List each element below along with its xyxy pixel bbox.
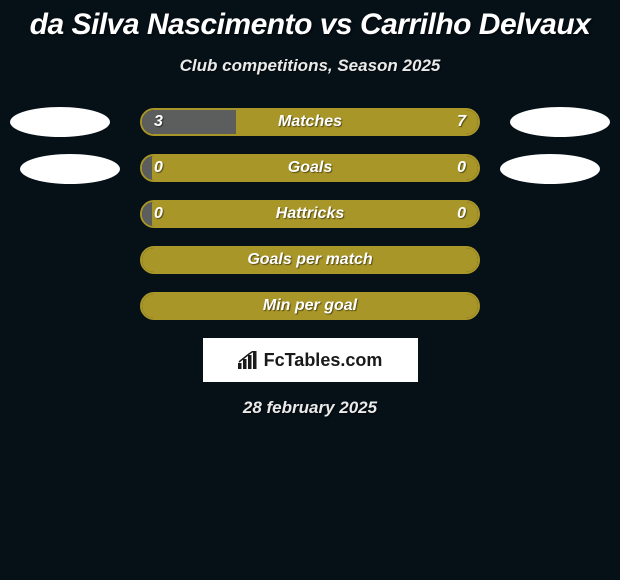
stat-left-value: 0 (154, 159, 163, 177)
brand-text: FcTables.com (264, 350, 383, 371)
bar-left-fill (142, 156, 152, 180)
stat-label: Matches (278, 113, 342, 131)
bar-goals: 0 Goals 0 (140, 154, 480, 182)
bar-matches: 3 Matches 7 (140, 108, 480, 136)
stat-row-hattricks: 0 Hattricks 0 (0, 200, 620, 228)
player-right-avatar-small (500, 154, 600, 184)
bar-left-fill (142, 202, 152, 226)
bar-right-fill (236, 110, 478, 134)
stat-row-mpg: Min per goal (0, 292, 620, 320)
stat-right-value: 0 (457, 159, 466, 177)
page-title: da Silva Nascimento vs Carrilho Delvaux (0, 8, 620, 42)
date-text: 28 february 2025 (0, 398, 620, 418)
stat-label: Goals (288, 159, 332, 177)
bar-hattricks: 0 Hattricks 0 (140, 200, 480, 228)
brand-logo: FcTables.com (238, 350, 383, 371)
stat-row-goals: 0 Goals 0 (0, 154, 620, 182)
stat-label: Hattricks (276, 205, 344, 223)
stat-label: Min per goal (263, 297, 357, 315)
comparison-widget: da Silva Nascimento vs Carrilho Delvaux … (0, 0, 620, 418)
stats-area: 3 Matches 7 0 Goals 0 0 Hattricks (0, 108, 620, 320)
bar-mpg: Min per goal (140, 292, 480, 320)
player-left-avatar-small (20, 154, 120, 184)
player-left-avatar (10, 107, 110, 137)
player-right-avatar (510, 107, 610, 137)
stat-left-value: 3 (154, 113, 163, 131)
stat-right-value: 7 (457, 113, 466, 131)
chart-icon (238, 351, 260, 369)
stat-left-value: 0 (154, 205, 163, 223)
stat-row-gpm: Goals per match (0, 246, 620, 274)
stat-label: Goals per match (247, 251, 372, 269)
page-subtitle: Club competitions, Season 2025 (0, 56, 620, 76)
bar-gpm: Goals per match (140, 246, 480, 274)
brand-logo-box: FcTables.com (203, 338, 418, 382)
stat-right-value: 0 (457, 205, 466, 223)
stat-row-matches: 3 Matches 7 (0, 108, 620, 136)
